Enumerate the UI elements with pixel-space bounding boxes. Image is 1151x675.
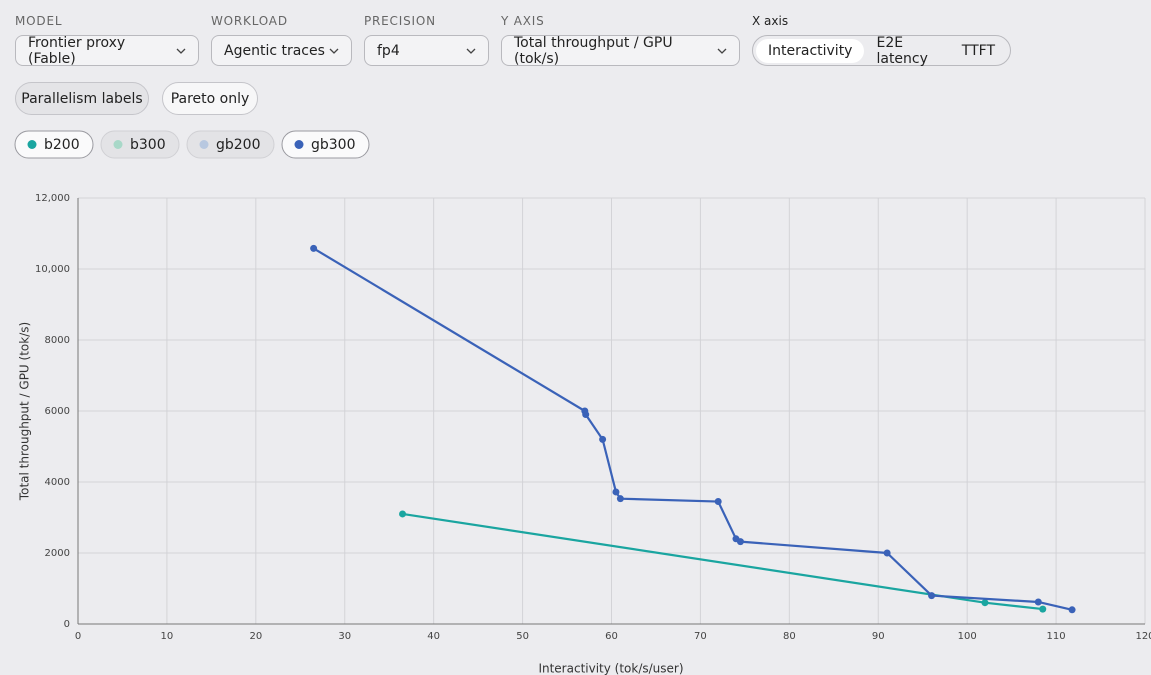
field-label: PRECISION (364, 14, 436, 28)
legend-chip[interactable]: gb200 (186, 130, 275, 159)
data-point (599, 435, 607, 443)
legend-swatch (199, 140, 209, 149)
x-tick-label: 100 (958, 631, 977, 642)
select-value: Agentic traces (224, 42, 325, 59)
data-point (612, 488, 620, 496)
x-tick-label: 30 (338, 631, 351, 642)
y-axis-select[interactable]: Total throughput / GPU (tok/s) (501, 34, 740, 67)
x-axis-option[interactable]: Interactivity (756, 38, 865, 63)
legend-swatch (113, 140, 123, 149)
field-label: WORKLOAD (211, 14, 288, 28)
data-point (582, 411, 590, 419)
precision-select[interactable]: fp4 (364, 35, 489, 66)
x-tick-label: 50 (516, 631, 529, 642)
data-point (310, 244, 318, 252)
data-point (616, 495, 624, 503)
x-tick-label: 110 (1047, 631, 1066, 642)
chip-background (186, 130, 275, 159)
x-tick-label: 70 (694, 631, 707, 642)
y-tick-label: 8000 (45, 335, 70, 346)
field-label: X axis (752, 14, 789, 28)
y-tick-label: 12,000 (35, 193, 70, 204)
y-tick-label: 2000 (45, 548, 70, 559)
legend-label: b200 (44, 137, 80, 153)
legend-chip[interactable]: b200 (14, 130, 94, 159)
legend-label: gb300 (311, 137, 356, 153)
data-point (981, 599, 989, 607)
x-tick-label: 80 (783, 631, 796, 642)
legend-chip[interactable]: b300 (100, 130, 180, 159)
y-tick-label: 0 (64, 619, 70, 630)
x-axis-option[interactable]: TTFT (961, 42, 995, 59)
series-line (402, 512, 1043, 611)
select-value: Frontier proxy (Fable) (28, 34, 126, 67)
legend-label: b300 (130, 137, 166, 153)
legend-chip[interactable]: gb300 (281, 130, 370, 159)
chip-background (14, 130, 94, 159)
x-tick-label: 90 (872, 631, 885, 642)
workload-select[interactable]: Agentic traces (211, 35, 352, 66)
x-axis-title: Interactivity (tok/s/user) (538, 662, 683, 675)
select-value: Total throughput / GPU (tok/s) (514, 34, 673, 67)
data-point (883, 549, 891, 557)
chevron (176, 48, 186, 54)
data-point (399, 510, 407, 518)
x-tick-label: 120 (1135, 631, 1151, 642)
chevron (329, 48, 339, 54)
toggle[interactable]: Pareto only (162, 82, 258, 115)
field-label: Y AXIS (501, 14, 545, 28)
x-tick-label: 0 (75, 631, 81, 642)
series-line (313, 247, 1073, 611)
model-select[interactable]: Frontier proxy (Fable) (15, 34, 199, 67)
data-point (714, 498, 722, 506)
x-axis-option[interactable]: E2E latency (876, 34, 928, 67)
legend-swatch (27, 140, 37, 149)
chevron (717, 48, 727, 54)
field-label: MODEL (15, 14, 63, 28)
chevron (466, 48, 476, 54)
data-point (1039, 605, 1047, 613)
data-point (736, 538, 744, 546)
chip-background (281, 130, 370, 159)
y-axis-title: Total throughput / GPU (tok/s) (18, 322, 32, 501)
y-tick-label: 6000 (45, 406, 70, 417)
data-point (928, 592, 936, 600)
x-tick-label: 40 (427, 631, 440, 642)
select-value: fp4 (377, 42, 400, 59)
y-tick-label: 4000 (45, 477, 70, 488)
legend-swatch (294, 140, 304, 149)
y-tick-label: 10,000 (35, 264, 70, 275)
data-point (1068, 606, 1076, 614)
data-point (1034, 598, 1042, 606)
legend-label: gb200 (216, 137, 261, 153)
x-axis-switch: Interactivity E2E latency TTFT (752, 35, 1011, 67)
x-tick-label: 20 (249, 631, 262, 642)
x-tick-label: 10 (161, 631, 174, 642)
x-tick-label: 60 (605, 631, 618, 642)
toggle[interactable]: Parallelism labels (15, 82, 149, 115)
chip-background (100, 130, 180, 159)
